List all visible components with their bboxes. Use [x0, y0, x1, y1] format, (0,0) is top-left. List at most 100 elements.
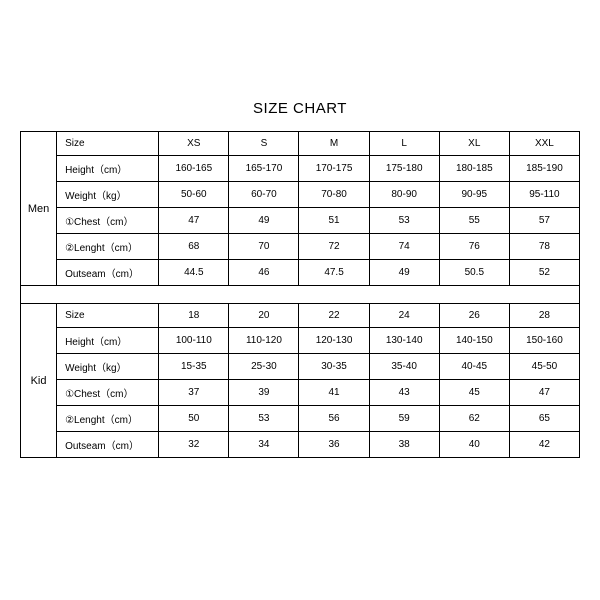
value-cell: 140-150	[439, 328, 509, 354]
value-cell: 41	[299, 380, 369, 406]
value-cell: 59	[369, 406, 439, 432]
section-gap	[21, 286, 580, 304]
group-label: Men	[21, 132, 57, 286]
value-cell: 90-95	[439, 182, 509, 208]
value-cell: 25-30	[229, 354, 299, 380]
value-cell: 42	[509, 432, 579, 458]
row-label: ②Lenght（cm）	[57, 406, 159, 432]
table-row: Height（cm）100-110110-120120-130130-14014…	[21, 328, 580, 354]
table-row: Height（cm）160-165165-170170-175175-18018…	[21, 156, 580, 182]
table-row: KidSize182022242628	[21, 304, 580, 328]
value-cell: 55	[439, 208, 509, 234]
value-cell: XS	[159, 132, 229, 156]
value-cell: 40	[439, 432, 509, 458]
value-cell: 62	[439, 406, 509, 432]
value-cell: 68	[159, 234, 229, 260]
value-cell: 34	[229, 432, 299, 458]
value-cell: 95-110	[509, 182, 579, 208]
value-cell: 60-70	[229, 182, 299, 208]
value-cell: 110-120	[229, 328, 299, 354]
value-cell: 170-175	[299, 156, 369, 182]
table-row: Outseam（cm）323436384042	[21, 432, 580, 458]
value-cell: 39	[229, 380, 299, 406]
value-cell: 32	[159, 432, 229, 458]
value-cell: 50-60	[159, 182, 229, 208]
value-cell: 50	[159, 406, 229, 432]
value-cell: 52	[509, 260, 579, 286]
table-row: ①Chest（cm）474951535557	[21, 208, 580, 234]
value-cell: 18	[159, 304, 229, 328]
value-cell: 56	[299, 406, 369, 432]
value-cell: 70-80	[299, 182, 369, 208]
value-cell: 43	[369, 380, 439, 406]
value-cell: 38	[369, 432, 439, 458]
value-cell: 47	[509, 380, 579, 406]
value-cell: 65	[509, 406, 579, 432]
size-chart-table: MenSizeXSSMLXLXXLHeight（cm）160-165165-17…	[20, 131, 580, 458]
value-cell: 45-50	[509, 354, 579, 380]
value-cell: L	[369, 132, 439, 156]
table-row: ①Chest（cm）373941434547	[21, 380, 580, 406]
value-cell: 185-190	[509, 156, 579, 182]
value-cell: 80-90	[369, 182, 439, 208]
value-cell: 49	[369, 260, 439, 286]
value-cell: 37	[159, 380, 229, 406]
value-cell: XL	[439, 132, 509, 156]
table-row: Outseam（cm）44.54647.54950.552	[21, 260, 580, 286]
value-cell: 49	[229, 208, 299, 234]
value-cell: 28	[509, 304, 579, 328]
value-cell: 46	[229, 260, 299, 286]
value-cell: 40-45	[439, 354, 509, 380]
row-label: ②Lenght（cm）	[57, 234, 159, 260]
value-cell: 47	[159, 208, 229, 234]
value-cell: 22	[299, 304, 369, 328]
value-cell: 20	[229, 304, 299, 328]
value-cell: 30-35	[299, 354, 369, 380]
value-cell: 57	[509, 208, 579, 234]
row-label: Height（cm）	[57, 156, 159, 182]
value-cell: 175-180	[369, 156, 439, 182]
value-cell: 53	[229, 406, 299, 432]
value-cell: S	[229, 132, 299, 156]
value-cell: 100-110	[159, 328, 229, 354]
value-cell: 74	[369, 234, 439, 260]
value-cell: 78	[509, 234, 579, 260]
value-cell: 35-40	[369, 354, 439, 380]
value-cell: 70	[229, 234, 299, 260]
table-row: ②Lenght（cm）687072747678	[21, 234, 580, 260]
value-cell: 45	[439, 380, 509, 406]
row-label: Outseam（cm）	[57, 260, 159, 286]
value-cell: 150-160	[509, 328, 579, 354]
value-cell: 160-165	[159, 156, 229, 182]
value-cell: 44.5	[159, 260, 229, 286]
table-row: MenSizeXSSMLXLXXL	[21, 132, 580, 156]
value-cell: 76	[439, 234, 509, 260]
value-cell: 24	[369, 304, 439, 328]
value-cell: XXL	[509, 132, 579, 156]
value-cell: M	[299, 132, 369, 156]
row-label: Size	[57, 304, 159, 328]
value-cell: 47.5	[299, 260, 369, 286]
table-row: Weight（kg）15-3525-3030-3535-4040-4545-50	[21, 354, 580, 380]
table-row: Weight（kg）50-6060-7070-8080-9090-9595-11…	[21, 182, 580, 208]
value-cell: 15-35	[159, 354, 229, 380]
row-label: Size	[57, 132, 159, 156]
value-cell: 72	[299, 234, 369, 260]
row-label: ①Chest（cm）	[57, 380, 159, 406]
value-cell: 51	[299, 208, 369, 234]
value-cell: 120-130	[299, 328, 369, 354]
value-cell: 36	[299, 432, 369, 458]
row-label: Weight（kg）	[57, 182, 159, 208]
value-cell: 26	[439, 304, 509, 328]
value-cell: 165-170	[229, 156, 299, 182]
row-label: Weight（kg）	[57, 354, 159, 380]
chart-title: SIZE CHART	[20, 100, 580, 117]
row-label: Outseam（cm）	[57, 432, 159, 458]
value-cell: 53	[369, 208, 439, 234]
value-cell: 130-140	[369, 328, 439, 354]
value-cell: 180-185	[439, 156, 509, 182]
row-label: ①Chest（cm）	[57, 208, 159, 234]
row-label: Height（cm）	[57, 328, 159, 354]
table-row: ②Lenght（cm）505356596265	[21, 406, 580, 432]
value-cell: 50.5	[439, 260, 509, 286]
